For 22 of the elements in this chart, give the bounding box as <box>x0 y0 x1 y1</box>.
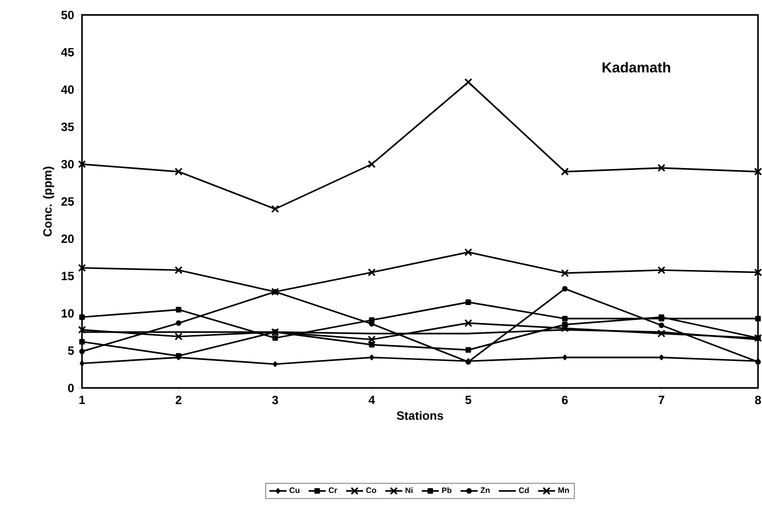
y-tick-label: 20 <box>61 234 74 244</box>
y-tick-label: 45 <box>61 48 74 56</box>
x-tick-label: 7 <box>658 396 664 404</box>
y-tick-label: 5 <box>68 346 74 355</box>
y-tick-label: 40 <box>61 85 74 94</box>
x-tick-label: 1 <box>79 396 85 404</box>
y-axis-title: Conc. (ppm) <box>42 166 54 236</box>
y-tick-label: 35 <box>61 122 74 132</box>
y-tick-label: 15 <box>62 272 74 280</box>
y-tick-label: 0 <box>68 384 74 392</box>
annotation: Kadamath <box>602 62 670 72</box>
x-tick-label: 3 <box>272 396 278 404</box>
y-tick-label: 50 <box>61 10 74 20</box>
x-tick-label: 4 <box>368 396 375 404</box>
x-tick-label: 2 <box>176 396 182 404</box>
x-axis-title: Stations <box>396 411 444 420</box>
x-tick-label: 6 <box>562 396 568 404</box>
x-tick-label: 8 <box>755 396 761 404</box>
y-tick-label: 25 <box>61 197 74 206</box>
x-tick-label: 5 <box>465 396 472 404</box>
y-tick-label: 30 <box>61 160 74 168</box>
y-tick-label: 10 <box>62 309 74 318</box>
